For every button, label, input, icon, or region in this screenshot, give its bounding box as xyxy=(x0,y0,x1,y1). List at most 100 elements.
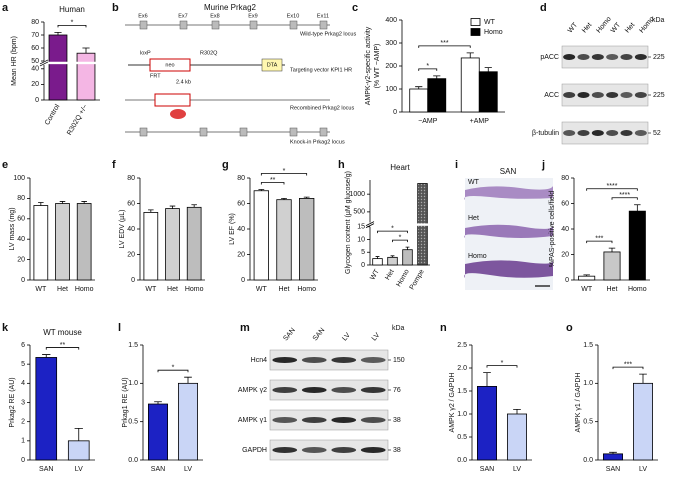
significance-bracket xyxy=(392,239,408,243)
bar xyxy=(48,34,68,101)
x-tick-label: +AMP xyxy=(470,118,490,125)
locus-label: Wild-type Prkag2 locus xyxy=(300,31,356,37)
bar xyxy=(67,440,90,461)
x-tick-label: Pompe xyxy=(409,268,426,291)
x-tick-label: Het xyxy=(384,268,396,281)
error-bar xyxy=(281,198,287,200)
error-bar xyxy=(154,401,162,405)
y-tick-label: 0 xyxy=(21,277,25,284)
x-tick-label: WT xyxy=(145,286,157,293)
error-bar xyxy=(38,202,44,206)
x-tick-label: LV xyxy=(75,466,83,473)
y-tick-label: 1.5 xyxy=(583,342,593,349)
y-tick-label: 60 xyxy=(127,200,135,207)
axis-break-mark xyxy=(365,221,375,228)
legend-label: Homo xyxy=(484,29,503,36)
legend-swatch xyxy=(470,28,481,36)
panel-letter: c xyxy=(352,2,358,14)
row-label: ACC xyxy=(544,92,559,99)
y-tick-label: 40 xyxy=(127,226,135,233)
y-axis-label: AMPK γ2 / GAPDH xyxy=(449,373,456,433)
significance-bracket xyxy=(377,230,408,234)
exon-label: Ex6 xyxy=(138,13,147,19)
axis-break xyxy=(366,223,432,226)
y-tick-label: 0.0 xyxy=(457,457,467,464)
bar-chart: h Heart Glycogen content (µM glucose/g) 0 5 1… xyxy=(338,159,432,291)
bar-chart: o AMPK γ1 / GAPDH 0.0 0.5 1.0 1.5 SAN LV *** xyxy=(566,322,658,473)
bar-chart: k WT mouse Prkag2 RE (AU) 0 1 2 3 4 5 6 SAN LV ** xyxy=(2,322,95,473)
lane-label: LV xyxy=(371,332,382,343)
y-tick-label: 1.0 xyxy=(457,411,467,418)
bar xyxy=(633,382,654,461)
locus-label: Targeting vector KPI1 HR xyxy=(290,67,352,73)
blot-band xyxy=(606,130,619,136)
y-tick-label: 20 xyxy=(561,251,569,258)
x-tick-label: SAN xyxy=(39,466,53,473)
error-bar xyxy=(191,204,197,208)
bar xyxy=(603,453,624,461)
y-tick-label: 0 xyxy=(131,277,135,284)
exon-label: Ex7 xyxy=(178,13,187,19)
bar xyxy=(186,206,202,281)
panel-letter: h xyxy=(338,159,345,171)
significance-label: *** xyxy=(440,40,448,47)
significance-label: * xyxy=(283,168,286,175)
blot-band xyxy=(331,417,357,423)
x-tick-label: WT xyxy=(35,286,47,293)
significance-bracket xyxy=(418,68,438,71)
panel-letter: g xyxy=(222,159,229,171)
y-tick-label: 1.0 xyxy=(583,380,593,387)
y-tick-label: 15 xyxy=(357,224,365,231)
y-tick-label: 5 xyxy=(361,249,365,256)
y-tick-label: 1.5 xyxy=(128,342,138,349)
y-tick-label: 5 xyxy=(21,361,25,368)
bar xyxy=(147,403,168,461)
error-bar xyxy=(466,52,474,58)
panel-letter: i xyxy=(455,159,458,171)
y-tick-label: 0.5 xyxy=(583,419,593,426)
x-tick-label: Homo xyxy=(297,286,316,293)
x-tick-label: Homo xyxy=(395,268,410,288)
significance-bracket xyxy=(418,45,471,48)
bar xyxy=(76,52,96,101)
blot-band xyxy=(360,447,386,453)
exon-label: Ex11 xyxy=(317,13,329,19)
y-tick-label: 0.0 xyxy=(583,457,593,464)
bar xyxy=(372,258,383,266)
significance-label: * xyxy=(172,365,175,372)
y-tick-label: 0.5 xyxy=(457,434,467,441)
error-bar xyxy=(405,246,410,250)
y-tick-label: 40 xyxy=(31,66,39,73)
neo-label: neo xyxy=(165,62,174,68)
y-tick-label: 3 xyxy=(21,399,25,406)
unit-label: kDa xyxy=(392,325,405,332)
y-tick-label: 0 xyxy=(565,277,569,284)
error-bar xyxy=(608,247,616,252)
lane-label: SAN xyxy=(312,327,327,343)
bar xyxy=(165,208,180,281)
unit-label: kDa xyxy=(652,17,665,24)
y-tick-label: 0.5 xyxy=(128,419,138,426)
lane-label: WT xyxy=(610,21,623,34)
panel-letter: d xyxy=(540,2,547,14)
y-tick-label: 0 xyxy=(361,262,365,269)
bar xyxy=(276,199,292,281)
x-tick-label: Homo xyxy=(75,286,94,293)
exon-label: Ex10 xyxy=(287,13,300,19)
significance-label: *** xyxy=(624,361,632,368)
y-tick-label: 60 xyxy=(17,216,25,223)
tissue xyxy=(464,224,554,238)
distance-label: 2.4 kb xyxy=(176,79,191,85)
error-bar xyxy=(390,255,395,258)
lane-label: Het xyxy=(581,22,593,35)
x-tick-label: Homo xyxy=(628,286,647,293)
bar xyxy=(33,205,49,281)
y-tick-label: 80 xyxy=(561,175,569,182)
blot-band xyxy=(577,92,590,98)
chart-title: WT mouse xyxy=(43,328,82,337)
histology: i SAN WT Het Homo xyxy=(455,159,554,290)
y-tick-label: 6 xyxy=(21,342,25,349)
panel-letter: e xyxy=(2,159,8,171)
